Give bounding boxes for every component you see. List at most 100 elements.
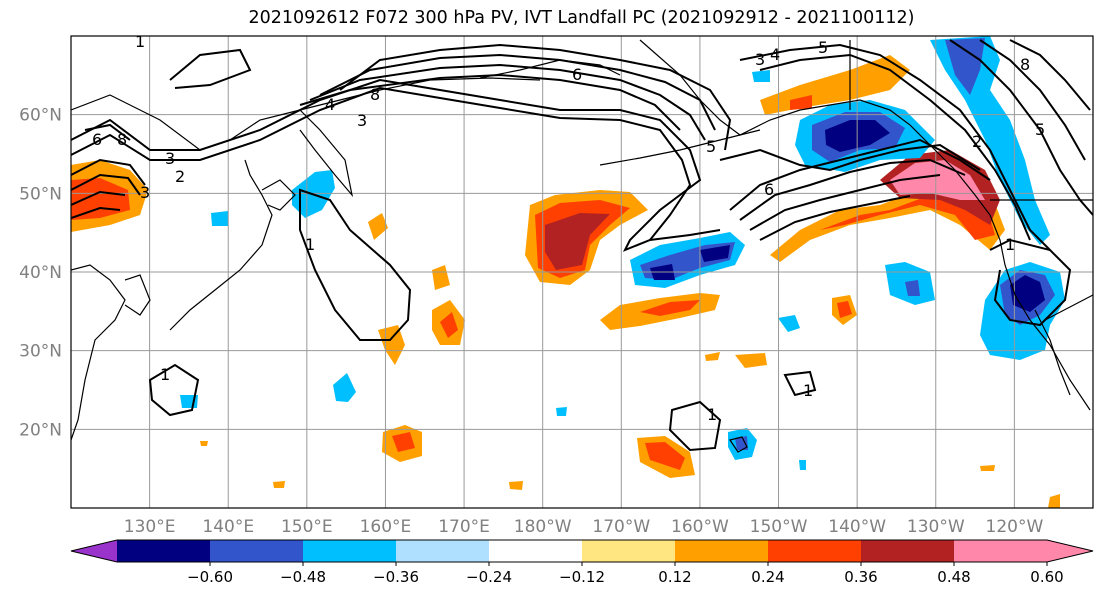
coast-alaska xyxy=(639,39,911,136)
positive-cell-142w-core xyxy=(837,301,852,318)
contour-label: 3 xyxy=(165,149,175,168)
contour-label: 1 xyxy=(707,405,717,424)
contour-label: 5 xyxy=(1035,120,1045,139)
colorbar-bin xyxy=(117,540,211,562)
lon-tick-label: 150°E xyxy=(281,517,333,537)
contour-label: 1 xyxy=(160,365,170,384)
positive-cell-165e xyxy=(368,213,388,240)
pv-contour-trough-3 xyxy=(749,174,941,231)
strong-positive-subtropical-band xyxy=(640,300,700,316)
colorbar-bin xyxy=(396,540,490,562)
lon-tick-label: 160°W xyxy=(671,517,729,537)
negative-northwest-america-mid xyxy=(945,38,985,95)
latitude-tick-labels: 20°N 30°N 40°N 50°N 60°N xyxy=(19,106,62,441)
lat-tick-label: 40°N xyxy=(19,263,62,283)
lat-tick-label: 60°N xyxy=(19,106,62,126)
contour-label: 2 xyxy=(175,167,185,186)
colorbar-bin xyxy=(768,540,862,562)
pv-contour-west-3 xyxy=(71,190,126,206)
colorbar-tick-label: −0.36 xyxy=(373,568,419,586)
pv-contour-west-1 xyxy=(71,158,146,186)
pv-contour-jet-4 xyxy=(319,53,716,131)
negative-cell-140e xyxy=(211,211,228,226)
positive-cell-157w xyxy=(705,352,720,361)
pv-contour-1-hawaii xyxy=(668,400,722,452)
pv-contour-ridge-5 xyxy=(1009,39,1091,111)
colorbar-bin xyxy=(210,540,304,562)
pv-contour-west-5 xyxy=(84,123,131,141)
colorbar-tick-label: −0.24 xyxy=(466,568,512,586)
pv-contour-jet-2 xyxy=(71,86,692,241)
positive-cell-tropics-160e-core xyxy=(392,432,415,452)
contour-label: 1 xyxy=(305,235,315,254)
lon-tick-label: 160°E xyxy=(360,517,412,537)
pv-contour-1-west xyxy=(148,363,200,417)
lat-tick-label: 20°N xyxy=(19,420,62,440)
pv-contour-west-4 xyxy=(71,206,121,219)
negative-cell-150w-north xyxy=(752,70,770,82)
pv-contour-jet-5 xyxy=(309,63,706,141)
lon-tick-label: 170°W xyxy=(592,517,650,537)
negative-cell-160e-south xyxy=(333,373,356,402)
coast-asia-mainland xyxy=(71,264,126,441)
map-layers: 1 1 1 1 1 1 2 2 3 3 3 3 4 4 5 5 5 6 6 6 … xyxy=(71,32,1093,508)
pv-contour-ridge-2 xyxy=(759,53,1031,241)
positive-cell-tiny-d xyxy=(273,481,285,488)
contour-label: 3 xyxy=(357,111,367,130)
lon-tick-label: 150°W xyxy=(750,517,808,537)
contour-label: 4 xyxy=(770,45,780,64)
colorbar-bin xyxy=(675,540,769,562)
positive-cell-tropics-165w-core xyxy=(645,442,685,470)
contour-label: 5 xyxy=(706,137,716,156)
coast-kamchatka xyxy=(299,109,354,198)
contour-label: 8 xyxy=(1020,55,1030,74)
lat-tick-label: 30°N xyxy=(19,342,62,362)
pv-contour-1-east xyxy=(783,370,817,397)
pv-contour-1-california xyxy=(989,238,1072,327)
coast-aleutians xyxy=(599,129,761,166)
graticule xyxy=(71,36,1093,508)
contour-label: 1 xyxy=(803,381,813,400)
strong-positive-alaska xyxy=(790,95,812,110)
contour-label: 3 xyxy=(140,183,150,202)
colorbar-bin xyxy=(303,540,397,562)
pv-contour-jet-1 xyxy=(71,78,721,252)
coast-siberia xyxy=(71,77,541,151)
colorbar-extend-high xyxy=(1047,540,1093,562)
contour-label: 2 xyxy=(972,132,982,151)
negative-california-coast-core xyxy=(1010,275,1045,312)
lon-tick-label: 170°E xyxy=(438,517,490,537)
pv-contour-west-2 xyxy=(71,173,141,196)
pv-contour-jet-6 xyxy=(299,73,681,131)
colorbar-tick-label: 0.60 xyxy=(1030,568,1063,586)
lon-tick-label: 140°E xyxy=(202,517,254,537)
lon-tick-label: 130°W xyxy=(907,517,965,537)
negative-cell-175w xyxy=(556,407,567,416)
negative-northwest-america xyxy=(930,36,1050,245)
negative-cell-tiny xyxy=(799,460,806,470)
contour-label: 3 xyxy=(755,50,765,69)
negative-central-pacific-core-b xyxy=(700,245,730,262)
positive-cell-tiny-e xyxy=(200,441,208,446)
map-frame xyxy=(70,35,1094,509)
positive-cell-162e xyxy=(378,325,405,365)
contour-label: 6 xyxy=(92,130,102,149)
colorbar-bin xyxy=(582,540,676,562)
negative-cell-148w xyxy=(778,315,800,332)
coast-hokkaido xyxy=(261,179,296,211)
lat-tick-label: 50°N xyxy=(19,184,62,204)
coast-japan xyxy=(169,159,273,331)
coast-korea xyxy=(124,274,151,316)
negative-cell-140w-mid xyxy=(905,280,920,296)
pv-contour-1-kamchatka xyxy=(299,188,412,341)
contour-label: 6 xyxy=(572,65,582,84)
colorbar-tick-label: −0.12 xyxy=(559,568,605,586)
chart-title: 2021092612 F072 300 hPa PV, IVT Landfall… xyxy=(248,8,915,28)
colorbar-bin xyxy=(489,540,583,562)
contour-label: 1 xyxy=(135,32,145,51)
positive-cell-170e-a-core xyxy=(440,312,458,338)
pv-contours xyxy=(71,39,1093,452)
colorbar-tick-label: −0.60 xyxy=(187,568,233,586)
colorbar-tick-label: −0.48 xyxy=(280,568,326,586)
max-positive-coast xyxy=(890,160,985,200)
